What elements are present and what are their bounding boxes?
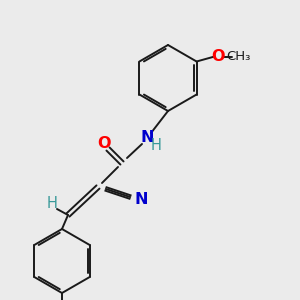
Text: H: H (151, 139, 161, 154)
Text: H: H (46, 196, 57, 211)
Text: N: N (135, 191, 148, 206)
Text: CH₃: CH₃ (226, 50, 251, 63)
Text: O: O (97, 136, 111, 152)
Text: N: N (140, 130, 154, 146)
Text: O: O (211, 49, 224, 64)
